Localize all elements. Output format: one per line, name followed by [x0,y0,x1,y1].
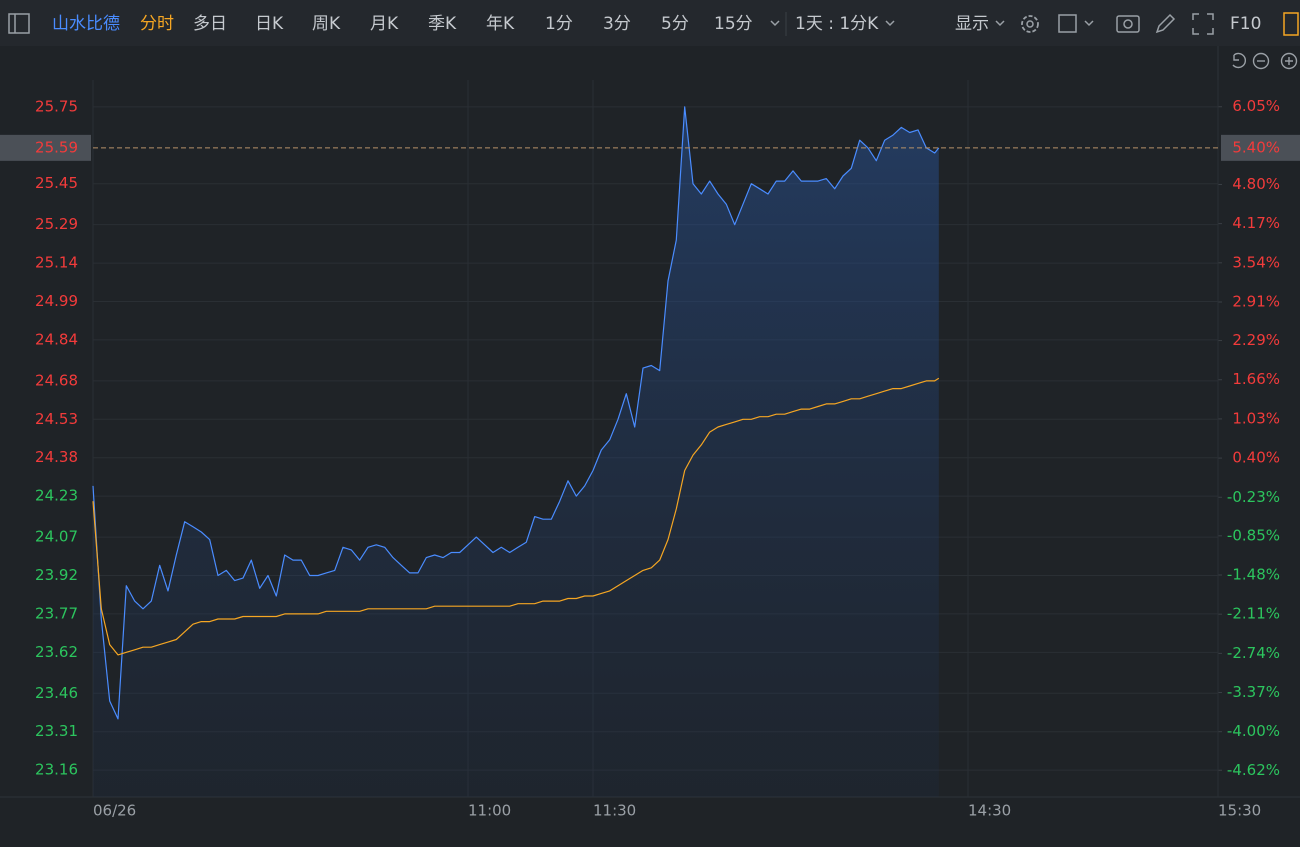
y2-tick-label: 4.17% [1232,214,1280,232]
y2-tick-label: 2.91% [1232,293,1280,311]
stock-name[interactable]: 山水比德 [52,14,120,34]
toolbar [0,0,1300,46]
y-tick-label: 25.29 [35,215,78,233]
y2-tick-label: 1.66% [1232,370,1280,388]
screenshot-icon[interactable] [1116,15,1140,33]
y2-tick-label: 2.29% [1232,331,1280,349]
y-tick-label: 23.62 [35,643,78,661]
period-tab[interactable]: 季K [428,14,457,34]
settings-icon[interactable] [1021,15,1039,33]
period-tab[interactable]: 分时 [140,14,174,34]
y2-tick-label: 3.54% [1232,253,1280,271]
f10-button[interactable]: F10 [1230,14,1261,34]
y2-tick-label: -0.23% [1227,488,1280,506]
y-tick-label: 24.68 [35,371,78,389]
interval-chevron[interactable] [885,20,895,27]
y-tick-label: 23.46 [35,684,78,702]
y2-tick-label: -2.11% [1227,605,1280,623]
period-tab[interactable]: 年K [486,14,515,34]
y2-tick-label: 0.40% [1232,449,1280,467]
period-tab[interactable]: 15分 [714,14,753,34]
last-price-label: 25.59 [35,138,78,156]
y2-tick-label: -4.00% [1227,722,1280,740]
y-tick-label: 23.16 [35,761,78,779]
period-tab[interactable]: 月K [370,14,399,34]
panel-toggle[interactable] [1283,12,1299,36]
period-tab[interactable]: 1分 [545,14,573,34]
y-tick-label: 24.99 [35,292,78,310]
y2-tick-label: 1.03% [1232,409,1280,427]
y-tick-label: 25.45 [35,174,78,192]
x-tick-label: 11:30 [593,802,636,820]
period-tabs: 分时 多日 日K 周K 月K 季K 年K 1分 3分 5分 15分 [140,14,753,34]
x-tick-label: 14:30 [968,802,1011,820]
y-tick-label: 25.75 [35,97,78,115]
zoom-in[interactable] [1280,52,1298,70]
y2-tick-label: -3.37% [1227,683,1280,701]
y2-tick-label: -4.62% [1227,761,1280,779]
plot: 23.16 23.31 23.46 23.62 23.77 23.92 24.07 24.23… [0,46,1300,820]
last-change-label: 5.40% [1232,138,1280,156]
x-tick-label: 11:00 [468,802,511,820]
display-chevron[interactable] [995,20,1005,27]
y-tick-label: 24.23 [35,487,78,505]
y2-tick-label: -1.48% [1227,565,1280,583]
price-area [93,106,939,797]
x-tick-label: 15:30 [1218,802,1261,820]
draw-icon[interactable] [1155,13,1176,34]
display-menu[interactable]: 显示 [955,14,989,34]
y2-tick-label: -2.74% [1227,644,1280,662]
y-tick-label: 23.31 [35,722,78,740]
fullscreen-icon[interactable] [1192,13,1214,35]
period-tab[interactable]: 周K [312,14,341,34]
period-tab[interactable]: 多日 [193,14,227,34]
x-tick-label: 06/26 [93,802,136,820]
price-line [92,106,940,720]
more-periods[interactable] [770,20,780,27]
zoom-out[interactable] [1252,52,1270,70]
y-tick-label: 24.84 [35,330,78,348]
layout-icon[interactable] [1058,14,1077,33]
settings-icon-core [1026,20,1034,28]
y-tick-label: 24.38 [35,448,78,466]
zoom-in-icon [1285,57,1293,65]
y2-tick-label: 6.05% [1232,97,1280,115]
screenshot-lens [1123,19,1133,29]
last-change-box [1221,134,1300,161]
y-tick-label: 24.53 [35,410,78,428]
last-price-box [0,134,91,161]
reset-zoom[interactable] [1232,52,1247,69]
y2-tick-label: -0.85% [1227,526,1280,544]
y-tick-label: 23.77 [35,604,78,622]
y-tick-label: 25.14 [35,254,78,272]
period-tab[interactable]: 5分 [661,14,689,34]
y2-tick-label: 4.80% [1232,175,1280,193]
layout-chevron[interactable] [1084,20,1094,27]
average-line [92,377,940,656]
period-tab[interactable]: 日K [255,14,284,34]
sidebar-toggle[interactable] [8,13,30,34]
y-tick-label: 24.07 [35,528,78,546]
period-tab[interactable]: 3分 [603,14,631,34]
interval-select[interactable]: 1天 : 1分K [795,14,879,34]
y-tick-label: 23.92 [35,566,78,584]
